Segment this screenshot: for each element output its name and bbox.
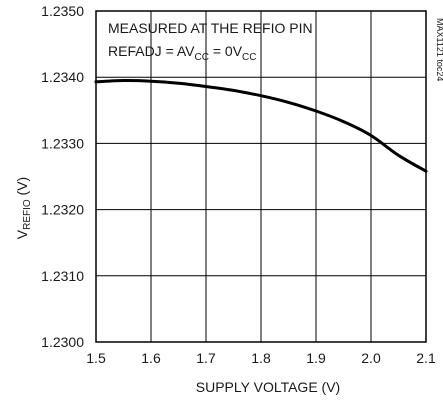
y-tick-label: 1.2340 xyxy=(41,69,84,85)
grid xyxy=(96,11,426,342)
annotation-line-2: REFADJ = AVCC = 0VCC xyxy=(108,43,257,63)
y-tick-label: 1.2330 xyxy=(41,135,84,151)
x-tick-label: 1.9 xyxy=(306,350,326,366)
x-tick-label: 2.1 xyxy=(416,350,436,366)
y-tick-label: 1.2320 xyxy=(41,202,84,218)
y-tick-label: 1.2350 xyxy=(41,3,84,19)
y-tick-label: 1.2300 xyxy=(41,334,84,350)
annotation-line-1: MEASURED AT THE REFIO PIN xyxy=(108,20,313,36)
series-line xyxy=(94,78,428,173)
x-tick-label: 1.6 xyxy=(141,350,161,366)
x-axis-title: SUPPLY VOLTAGE (V) xyxy=(196,379,340,395)
y-axis-title: VREFIO (V) xyxy=(14,177,33,239)
x-tick-label: 1.8 xyxy=(251,350,271,366)
x-tick-label: 1.5 xyxy=(86,350,106,366)
tick-labels: 1.5 1.6 1.7 1.8 1.9 2.0 2.1 1.2300 1.2310 1.2320 1… xyxy=(41,3,436,366)
x-tick-label: 2.0 xyxy=(361,350,381,366)
x-tick-label: 1.7 xyxy=(196,350,216,366)
y-tick-label: 1.2310 xyxy=(41,268,84,284)
plot-frame xyxy=(95,10,427,343)
figure-code: MAX1121 toc24 xyxy=(435,18,443,81)
